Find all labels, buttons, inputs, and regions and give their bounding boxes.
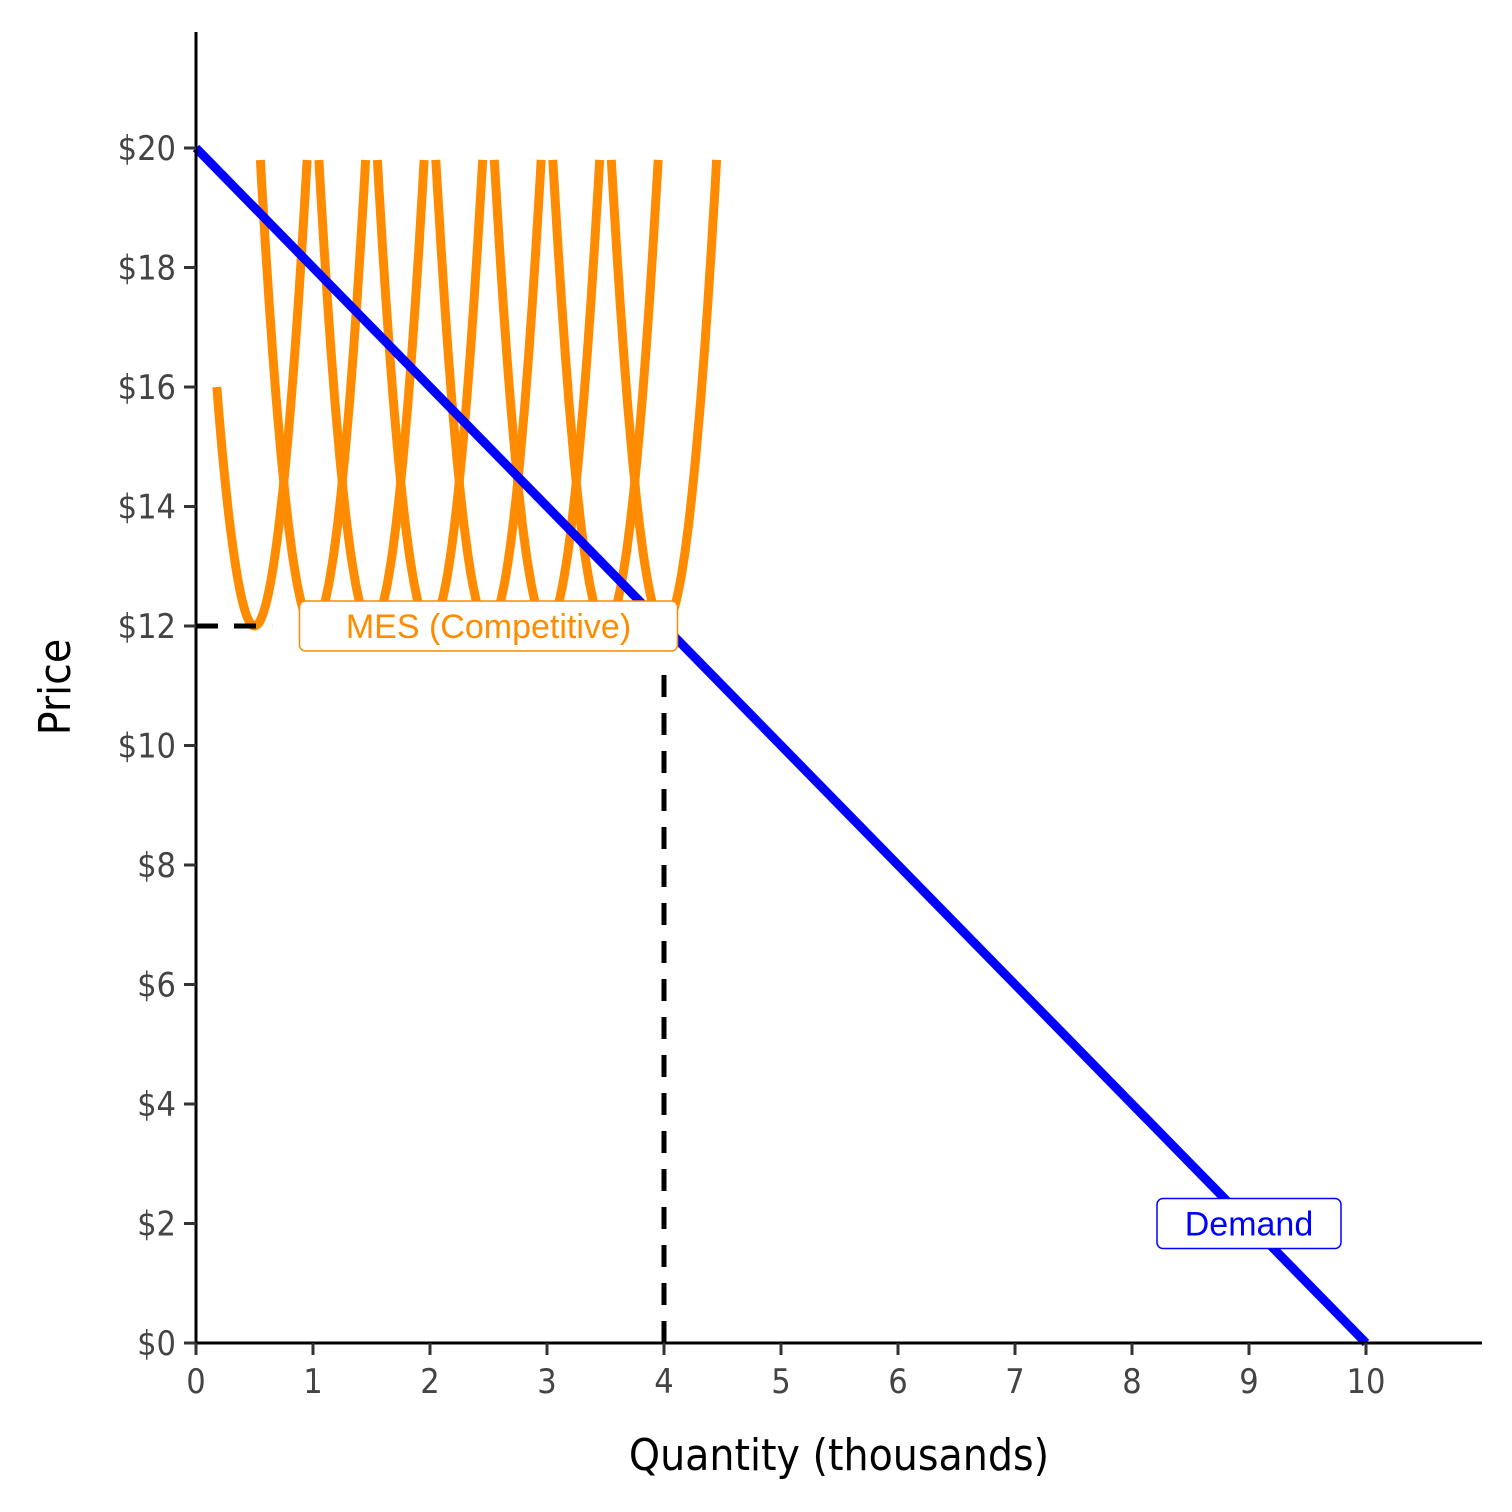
- demand-line: [192, 144, 1370, 1347]
- x-tick-label: 9: [1239, 1362, 1258, 1402]
- annotation-box: [1156, 1197, 1342, 1250]
- x-tick-label: 8: [1122, 1362, 1141, 1402]
- y-tick-label: $16: [118, 368, 176, 408]
- chart-curves: [192, 144, 1370, 1347]
- y-tick-label: $14: [118, 488, 176, 528]
- chart-axes: 0 1 2 3 4 5 6 7 8 9 10 $0 $2 $4 $6 $8 $10 $12 $14 $16 $18 $20: [118, 32, 1482, 1402]
- y-tick-label: $4: [137, 1085, 176, 1125]
- x-tick-label: 5: [771, 1362, 790, 1402]
- chart-labels: Quantity (thousands) Price MES (Competitiv…: [30, 600, 1342, 1481]
- x-tick-label: 7: [1005, 1362, 1024, 1402]
- demand-annotation-label: Demand: [1185, 1206, 1314, 1244]
- y-tick-label: $0: [137, 1324, 176, 1364]
- annotation-box: [298, 600, 679, 652]
- y-tick-label: $18: [118, 249, 176, 289]
- y-tick-label: $8: [137, 846, 176, 886]
- y-tick-label: $6: [137, 966, 176, 1006]
- average-cost-curve-1: [212, 159, 312, 631]
- mes-annotation-label: MES (Competitive): [346, 608, 631, 646]
- x-tick-label: 6: [888, 1362, 907, 1402]
- x-axis-title: Quantity (thousands): [629, 1430, 1049, 1481]
- y-tick-label: $12: [118, 607, 176, 647]
- y-tick-label: $20: [118, 129, 176, 169]
- x-tick-label: 3: [537, 1362, 556, 1402]
- y-tick-label: $10: [118, 727, 176, 767]
- y-tick-label: $2: [137, 1205, 176, 1245]
- x-tick-label: 10: [1347, 1362, 1386, 1402]
- x-tick-label: 1: [303, 1362, 322, 1402]
- x-tick-label: 4: [654, 1362, 673, 1402]
- y-axis-title: Price: [30, 639, 81, 736]
- x-tick-label: 2: [420, 1362, 439, 1402]
- x-tick-label: 0: [186, 1362, 205, 1402]
